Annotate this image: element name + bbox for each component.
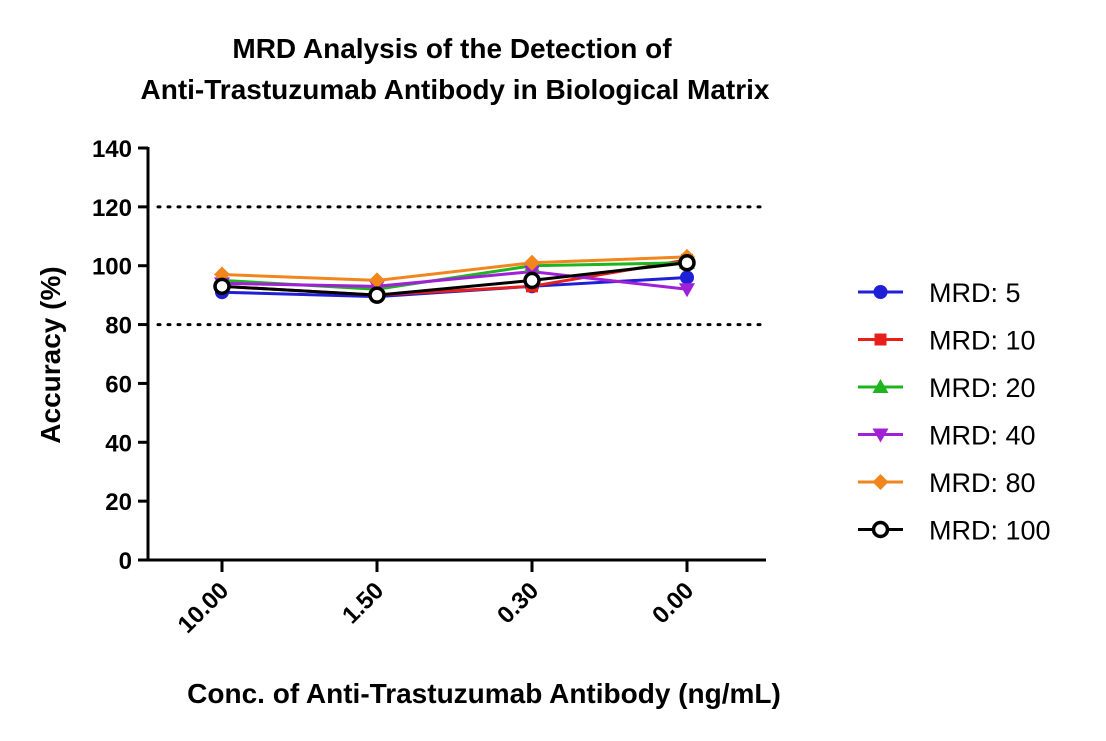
data-point	[678, 254, 696, 272]
y-tick-label: 140	[92, 136, 132, 163]
legend-marker	[872, 474, 889, 490]
y-tick-label: 60	[105, 371, 132, 398]
legend-marker	[874, 333, 887, 346]
x-tick-label: 1.50	[337, 577, 389, 629]
data-point	[523, 271, 541, 290]
chart-title-line-2: Anti-Trastuzumab Antibody in Biological …	[141, 74, 770, 105]
data-point	[368, 286, 386, 304]
y-tick-label: 80	[105, 313, 132, 340]
y-tick-label: 20	[105, 489, 132, 516]
y-tick-label: 0	[119, 548, 132, 575]
legend-marker	[873, 285, 888, 299]
data-point	[524, 254, 540, 271]
chart-title-line-1: MRD Analysis of the Detection of	[232, 33, 672, 64]
series-line-mrd-100	[221, 261, 688, 297]
series-line-mrd-80	[221, 255, 688, 282]
legend-label: MRD: 5	[929, 278, 1021, 308]
data-point	[369, 272, 385, 289]
legend-label: MRD: 20	[929, 373, 1036, 403]
y-axis-label: Accuracy (%)	[35, 266, 66, 443]
x-tick-label: 0.00	[647, 577, 699, 629]
legend-label: MRD: 10	[929, 326, 1036, 356]
legend-marker	[871, 520, 890, 539]
x-axis-label: Conc. of Anti-Trastuzumab Antibody (ng/m…	[187, 678, 781, 709]
y-tick-label: 100	[92, 254, 132, 281]
series-line-mrd-40	[221, 270, 688, 291]
legend-marker	[872, 428, 889, 443]
x-tick-label: 10.00	[173, 577, 235, 639]
legend: MRD: 5 MRD: 10 MRD: 20 MRD: 40 MRD: 80 MRD: 1…	[858, 278, 1051, 546]
y-tick-label: 120	[92, 195, 132, 222]
data-point	[213, 277, 231, 296]
legend-label: MRD: 100	[929, 516, 1051, 546]
plot-area: 0 20 40 60 80 100 120 140 10.00 1.50 0.30 0.00	[92, 136, 768, 639]
legend-marker	[872, 379, 889, 393]
data-point	[679, 283, 695, 298]
y-tick-label: 40	[105, 430, 132, 457]
data-point	[680, 270, 694, 285]
legend-label: MRD: 40	[929, 421, 1036, 451]
x-tick-label: 0.30	[492, 577, 544, 629]
legend-label: MRD: 80	[929, 468, 1036, 498]
